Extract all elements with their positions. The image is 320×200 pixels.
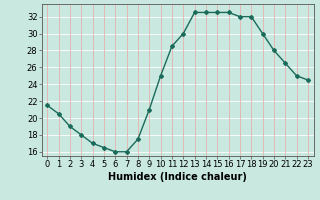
- X-axis label: Humidex (Indice chaleur): Humidex (Indice chaleur): [108, 172, 247, 182]
